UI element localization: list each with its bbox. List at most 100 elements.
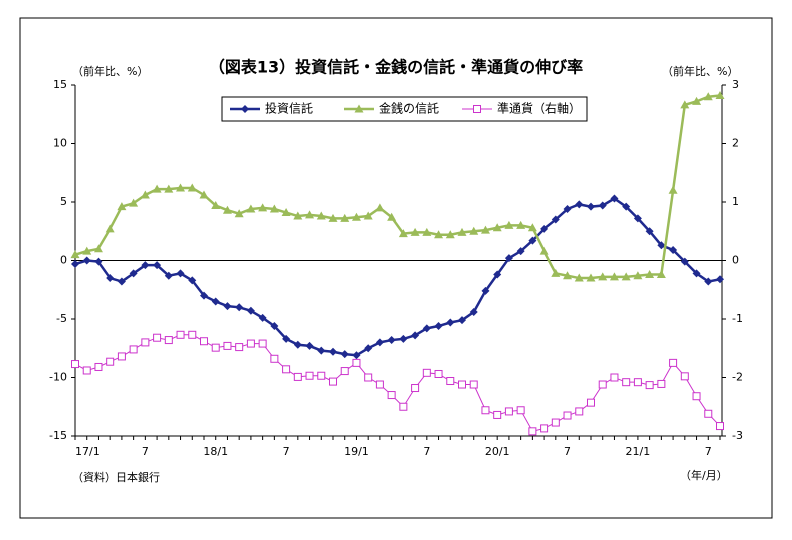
x-tick-label: 7	[142, 445, 149, 458]
data-point	[610, 373, 619, 382]
data-point	[622, 202, 631, 211]
data-point	[563, 205, 572, 214]
data-point	[587, 398, 595, 407]
data-point	[680, 372, 689, 381]
data-point	[434, 230, 444, 239]
data-point	[282, 365, 291, 374]
data-point	[153, 333, 162, 342]
data-point	[258, 339, 267, 348]
data-point	[187, 183, 197, 192]
data-point	[669, 358, 678, 367]
data-point	[305, 371, 314, 380]
y-tick-label: -10	[49, 371, 67, 384]
data-point	[329, 347, 337, 356]
data-point	[223, 302, 232, 311]
data-point	[493, 270, 502, 279]
data-point	[575, 407, 584, 416]
data-point	[446, 377, 455, 386]
data-point	[586, 273, 596, 282]
data-point	[164, 184, 174, 193]
data-point	[516, 406, 525, 415]
data-point	[473, 105, 481, 113]
data-point	[598, 201, 607, 210]
data-point	[622, 378, 631, 387]
y-tick-label: 10	[53, 137, 67, 150]
data-point	[269, 204, 279, 213]
data-point	[410, 227, 420, 236]
x-tick-label: 7	[705, 445, 712, 458]
data-point	[375, 338, 384, 347]
legend-label: 準通貨（右軸）	[497, 101, 581, 116]
data-point	[715, 91, 725, 100]
data-point	[317, 371, 326, 380]
data-point	[329, 377, 337, 386]
data-point	[153, 261, 162, 270]
data-point	[610, 194, 619, 203]
data-point	[293, 340, 302, 349]
legend-label: 金銭の信託	[379, 101, 439, 116]
data-point	[633, 271, 643, 280]
data-point	[176, 330, 185, 339]
data-point	[387, 212, 397, 221]
data-point	[493, 410, 502, 419]
chart-title: （図表13）投資信託・金銭の信託・準通貨の伸び率	[209, 58, 583, 77]
data-point	[354, 104, 364, 113]
data-point	[106, 357, 115, 366]
data-point	[152, 184, 162, 193]
data-point	[293, 372, 302, 381]
data-point	[82, 256, 91, 265]
frame	[19, 17, 773, 519]
data-point	[351, 212, 361, 221]
data-point	[258, 203, 268, 212]
data-point	[716, 422, 724, 431]
data-point	[199, 190, 209, 199]
data-point	[704, 409, 713, 418]
data-point	[527, 223, 537, 232]
data-point	[71, 360, 79, 369]
data-point	[305, 210, 315, 219]
data-point	[105, 224, 115, 233]
data-point	[164, 336, 173, 345]
y2-tick-label: 3	[732, 78, 739, 91]
source-note: （資料）日本銀行	[72, 470, 160, 484]
data-point	[234, 209, 244, 218]
data-point	[188, 276, 197, 285]
data-point	[340, 367, 349, 376]
data-point	[481, 406, 490, 415]
data-point	[669, 245, 678, 254]
data-point	[270, 354, 279, 363]
data-point	[93, 244, 103, 253]
data-point	[82, 246, 92, 255]
data-point	[352, 351, 361, 360]
data-point	[645, 227, 654, 236]
data-point	[282, 334, 291, 343]
data-point	[246, 306, 255, 315]
y-tick-label: 15	[53, 78, 67, 91]
data-point	[399, 402, 408, 411]
data-point	[633, 378, 642, 387]
data-point	[411, 331, 420, 340]
data-point	[317, 346, 326, 355]
data-point	[281, 208, 291, 217]
x-tick-label: 7	[564, 445, 571, 458]
data-point	[516, 247, 525, 256]
data-point	[222, 205, 232, 214]
x-tick-label: 7	[423, 445, 430, 458]
data-point	[539, 246, 549, 255]
data-point	[293, 211, 303, 220]
y-tick-label: 0	[60, 254, 67, 267]
data-point	[458, 380, 466, 389]
x-tick-label: 7	[283, 445, 290, 458]
data-point	[140, 190, 150, 199]
y2-tick-label: 1	[732, 195, 739, 208]
data-point	[434, 322, 443, 331]
data-point	[364, 344, 373, 353]
data-point	[528, 236, 537, 245]
data-point	[469, 307, 478, 316]
x-tick-label: 17/1	[75, 445, 100, 458]
data-point	[633, 214, 642, 223]
data-point	[411, 384, 420, 393]
data-point	[129, 269, 138, 278]
data-point	[692, 269, 701, 278]
